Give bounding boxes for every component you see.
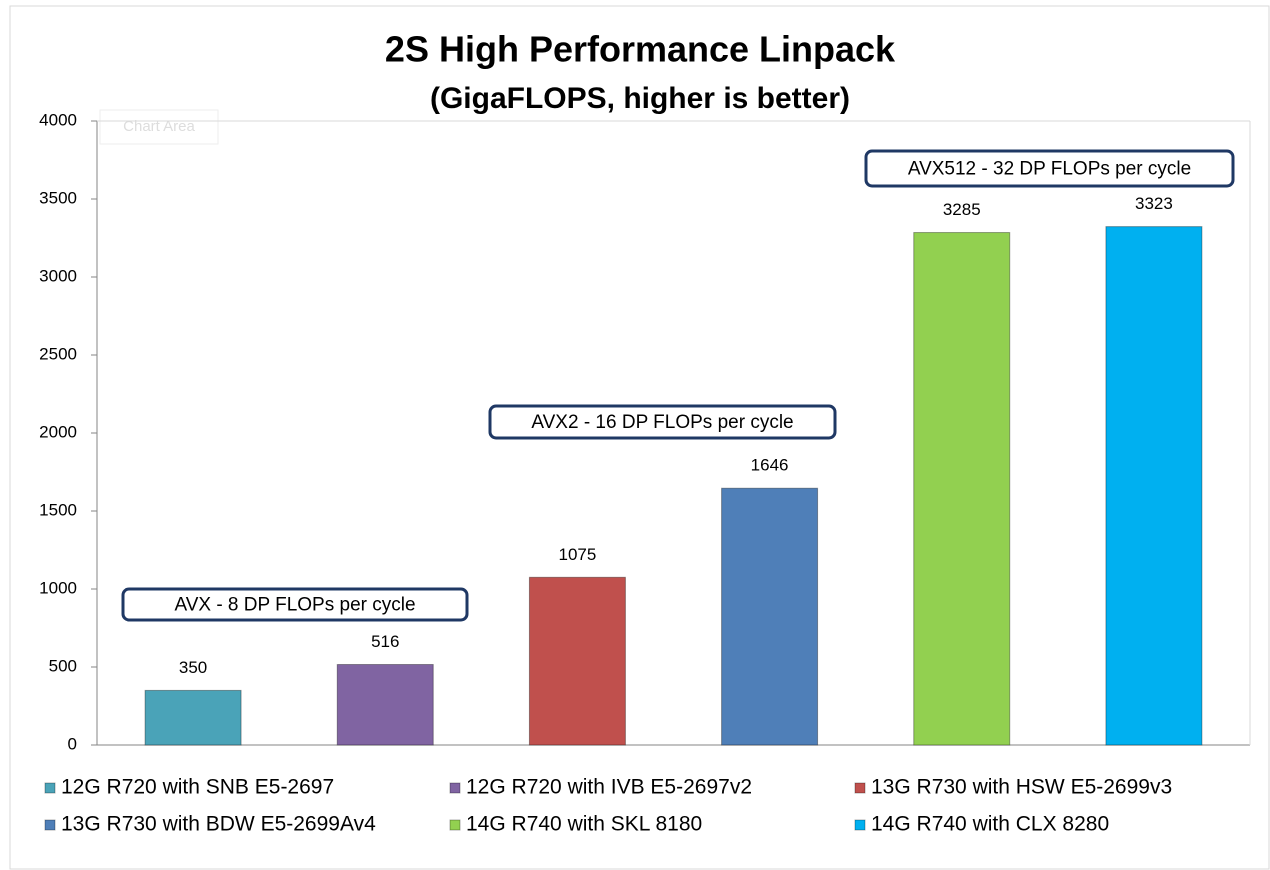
- data-label: 3285: [943, 200, 981, 219]
- data-label: 350: [179, 658, 207, 677]
- y-tick-label: 2500: [39, 344, 77, 363]
- y-tick-label: 1500: [39, 500, 77, 519]
- bar: [528, 576, 626, 746]
- chart-title: 2S High Performance Linpack: [385, 29, 896, 70]
- legend-swatch: [449, 782, 461, 794]
- annotation: AVX - 8 DP FLOPs per cycle: [174, 595, 415, 616]
- bar: [144, 689, 242, 746]
- legend-swatch: [44, 782, 56, 794]
- legend-swatch: [854, 819, 866, 831]
- data-label: 3323: [1135, 194, 1173, 213]
- legend-swatch: [44, 819, 56, 831]
- legend-label: 14G R740 with SKL 8180: [466, 813, 702, 836]
- y-tick-label: 3500: [39, 188, 77, 207]
- data-label: 516: [371, 632, 399, 651]
- bar: [721, 487, 819, 746]
- y-tick-label: 4000: [39, 110, 77, 129]
- legend-label: 13G R730 with HSW E5-2699v3: [871, 776, 1172, 799]
- chart-subtitle: (GigaFLOPS, higher is better): [430, 82, 850, 115]
- tooltip-box: [99, 109, 219, 145]
- legend-label: 13G R730 with BDW E5-2699Av4: [61, 813, 376, 836]
- bar: [336, 664, 434, 746]
- tooltip: Chart Area: [123, 118, 195, 135]
- y-tick-label: 500: [49, 656, 77, 675]
- y-tick-label: 0: [68, 734, 77, 753]
- y-tick-label: 1000: [39, 578, 77, 597]
- annotation-box: [488, 404, 837, 440]
- legend-swatch: [854, 782, 866, 794]
- legend-label: 12G R720 with SNB E5-2697: [61, 776, 334, 799]
- annotation-box: [121, 587, 469, 622]
- bar: [1105, 226, 1203, 746]
- annotation: AVX512 - 32 DP FLOPs per cycle: [908, 159, 1191, 180]
- annotation-box: [864, 149, 1235, 188]
- data-label: 1075: [559, 545, 597, 564]
- y-tick-label: 3000: [39, 266, 77, 285]
- data-label: 1646: [751, 456, 789, 475]
- bar: [913, 232, 1011, 746]
- legend-label: 14G R740 with CLX 8280: [871, 813, 1109, 836]
- y-tick-label: 2000: [39, 422, 77, 441]
- legend-swatch: [449, 819, 461, 831]
- legend-label: 12G R720 with IVB E5-2697v2: [466, 776, 752, 799]
- annotation: AVX2 - 16 DP FLOPs per cycle: [531, 412, 793, 433]
